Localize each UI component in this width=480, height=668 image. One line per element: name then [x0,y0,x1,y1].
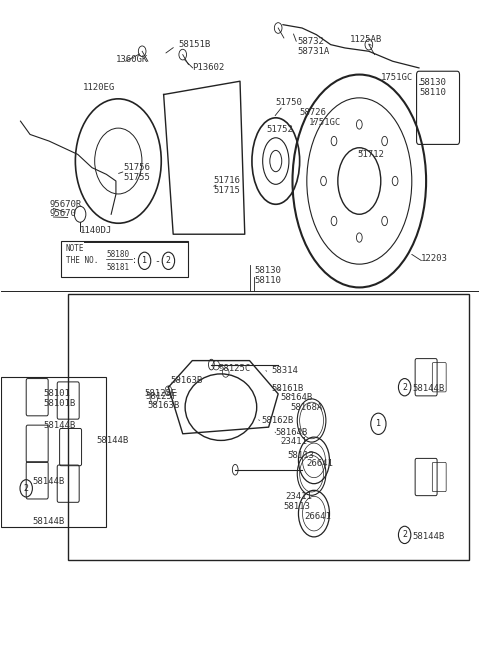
Text: 58125F: 58125F [145,392,178,401]
Text: 58113: 58113 [283,502,310,512]
Text: 58726: 58726 [300,108,326,117]
Text: 58732: 58732 [297,37,324,46]
Text: 58130: 58130 [419,78,446,87]
Text: 1125AB: 1125AB [350,35,382,45]
Text: 58181: 58181 [107,263,130,272]
Text: 58163B: 58163B [171,376,203,385]
Text: 58101: 58101 [43,389,70,398]
Text: 95670R: 95670R [49,200,82,209]
Text: 2: 2 [402,530,407,539]
Text: THE NO.: THE NO. [66,257,98,265]
Text: 51750: 51750 [276,98,303,107]
Text: 1751GC: 1751GC [309,118,341,127]
Text: 58125C: 58125C [218,364,251,373]
Text: 58110: 58110 [254,277,281,285]
Text: 58144B: 58144B [33,477,65,486]
Bar [68,294,469,560]
Text: 58144B: 58144B [413,384,445,393]
Text: 58168A: 58168A [290,403,323,411]
Text: :: : [132,257,137,265]
Text: 12203: 12203 [421,255,448,263]
Text: 58113: 58113 [288,451,314,460]
Text: 58151B: 58151B [178,40,210,49]
Text: 2: 2 [24,484,29,493]
Text: 58164B: 58164B [276,428,308,437]
Bar [1,377,107,527]
Text: 26641: 26641 [304,512,331,522]
Text: 58144B: 58144B [33,517,65,526]
Text: 51712: 51712 [357,150,384,159]
Text: 2: 2 [402,383,407,391]
Text: 51715: 51715 [214,186,240,195]
Text: 58110: 58110 [419,88,446,97]
Text: P13602: P13602 [192,63,225,72]
Text: 95670: 95670 [49,209,76,218]
Text: 1: 1 [142,257,147,265]
Text: 51756: 51756 [123,163,150,172]
Text: 58161B: 58161B [271,384,303,393]
Text: 58180: 58180 [107,250,130,259]
Text: 1120EG: 1120EG [83,84,115,92]
Text: 1360GK: 1360GK [116,55,148,64]
Text: 58164B: 58164B [281,393,313,401]
Text: 58125F: 58125F [144,389,177,398]
Text: 23411: 23411 [281,438,307,446]
Text: 58130: 58130 [254,267,281,275]
Text: 51716: 51716 [214,176,240,186]
Text: 58163B: 58163B [147,401,179,410]
Text: 58731A: 58731A [297,47,329,56]
Text: 51755: 51755 [123,172,150,182]
Text: 58144B: 58144B [413,532,445,541]
Text: -: - [154,256,160,266]
Text: 51752: 51752 [266,125,293,134]
Text: 58144B: 58144B [43,422,76,430]
Text: 58162B: 58162B [262,416,294,425]
Text: 23411: 23411 [285,492,312,502]
Text: 58314: 58314 [271,366,298,375]
Text: 58144B: 58144B [97,436,129,445]
Text: 26641: 26641 [307,459,334,468]
Text: 58101B: 58101B [43,399,76,407]
Text: 1140DJ: 1140DJ [80,226,112,235]
Text: 1: 1 [376,420,381,428]
Text: NOTE: NOTE [66,244,84,253]
Text: 2: 2 [166,257,171,265]
Text: 1751GC: 1751GC [381,73,413,82]
